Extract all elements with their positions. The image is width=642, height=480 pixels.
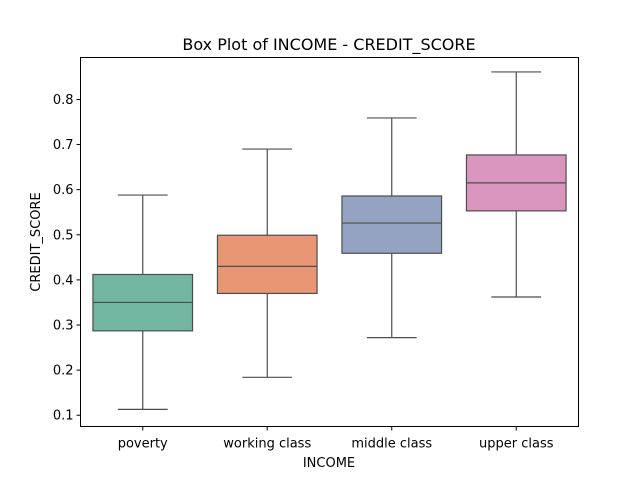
iqr-box — [216, 234, 318, 295]
y-axis-label: CREDIT_SCORE — [29, 192, 44, 291]
x-axis: poverty working class middle class upper cl… — [118, 426, 554, 452]
plot-frame — [80, 57, 579, 427]
y-tick-label: 0.8 — [53, 93, 74, 108]
chart-title: Box Plot of INCOME - CREDIT_SCORE — [182, 35, 475, 55]
box-3 — [465, 71, 567, 298]
plot-area — [92, 71, 567, 410]
box-0 — [92, 194, 194, 410]
y-tick-label: 0.3 — [53, 319, 74, 334]
y-tick-label: 0.6 — [53, 183, 74, 198]
box-2 — [341, 117, 443, 339]
y-axis: 0.1 0.2 0.3 0.4 0.5 0.6 0.7 0.8 — [53, 93, 81, 424]
x-tick-label: middle class — [351, 437, 432, 452]
y-tick-label: 0.2 — [53, 364, 74, 379]
iqr-box — [341, 195, 443, 254]
x-axis-label: INCOME — [303, 456, 355, 471]
y-tick-label: 0.4 — [53, 273, 74, 288]
y-tick-label: 0.5 — [53, 228, 74, 243]
x-tick-label: poverty — [118, 437, 168, 452]
y-tick-label: 0.1 — [53, 409, 74, 424]
x-tick-label: working class — [223, 437, 311, 452]
y-tick-label: 0.7 — [53, 138, 74, 153]
x-tick-label: upper class — [479, 437, 554, 452]
box-1 — [216, 148, 318, 378]
